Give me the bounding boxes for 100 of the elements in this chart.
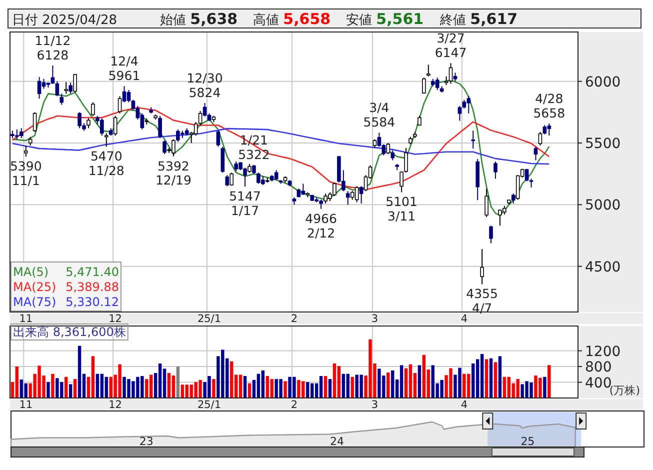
bar — [176, 366, 180, 398]
bar — [172, 376, 176, 398]
annotation: 11/12 6128 — [34, 33, 71, 62]
bar — [400, 365, 404, 398]
bar — [230, 361, 234, 398]
annotation: 5147 1/17 — [229, 188, 261, 218]
y-tick-label: 4500 — [585, 259, 621, 276]
candlestick — [274, 170, 278, 181]
candlestick — [73, 73, 77, 93]
candlestick — [24, 144, 28, 158]
candlestick — [198, 110, 202, 126]
bar — [484, 359, 488, 398]
candlestick — [426, 64, 430, 77]
x-tick-label: 11 — [19, 399, 33, 411]
bar — [337, 366, 341, 398]
annotation: 5,471.40 — [66, 265, 119, 279]
bar — [543, 376, 546, 398]
candlestick — [458, 106, 462, 122]
candlestick — [118, 96, 122, 114]
bar — [332, 363, 336, 398]
annotation: 5,330.12 — [66, 295, 119, 309]
bar — [238, 374, 242, 398]
candlestick — [542, 124, 547, 135]
bar — [284, 381, 287, 398]
x-tick-label: 25/1 — [197, 399, 222, 411]
bar — [548, 365, 551, 398]
bar — [306, 382, 310, 398]
bar — [51, 374, 54, 398]
bar — [391, 370, 394, 398]
candlestick — [194, 122, 198, 136]
annotation: 12/30 5824 — [186, 70, 223, 100]
candlestick — [422, 77, 426, 94]
annotation: 5470 11/28 — [88, 148, 124, 178]
bar — [167, 372, 171, 398]
candlestick — [346, 190, 350, 206]
bar — [328, 379, 332, 398]
candlestick — [230, 172, 234, 186]
candlestick — [489, 225, 493, 244]
bar — [472, 363, 475, 398]
candlestick — [60, 93, 64, 106]
y-tick-label: 5000 — [585, 198, 621, 214]
annotation: 12/4 5961 — [108, 54, 140, 84]
chart-title: 出来高 8,361,600株 — [13, 325, 126, 339]
bar — [516, 379, 520, 398]
candlestick — [32, 112, 37, 132]
x-tick-label: 2 — [290, 313, 298, 325]
bar — [386, 372, 390, 398]
bar — [498, 356, 502, 398]
candlestick — [538, 131, 542, 146]
candlestick — [91, 102, 95, 116]
annotation: 5390 11/1 — [10, 158, 42, 188]
bar — [462, 374, 466, 398]
bar — [46, 382, 50, 398]
bar — [158, 363, 162, 398]
x-tick-label: 3 — [371, 313, 378, 325]
candlestick — [547, 123, 552, 136]
bar — [69, 384, 72, 398]
bar — [15, 366, 19, 398]
bar — [20, 380, 24, 398]
candlestick — [158, 115, 162, 139]
bar — [346, 374, 350, 398]
bar — [270, 379, 274, 398]
candlestick — [466, 96, 471, 114]
candlestick — [64, 81, 68, 94]
x-tick-label: 11 — [19, 313, 33, 325]
y-tick-label: 1200 — [585, 344, 621, 360]
candlestick — [86, 118, 90, 129]
bar — [212, 379, 216, 398]
text: 終値 5,617 — [439, 10, 518, 28]
x-tick-label: 25/1 — [197, 313, 222, 325]
candlestick — [122, 86, 126, 103]
candlestick — [216, 130, 220, 148]
candlestick — [359, 186, 364, 204]
bar — [422, 354, 426, 398]
candlestick — [386, 142, 390, 155]
candlestick — [480, 248, 484, 285]
bar — [319, 376, 323, 398]
bar — [91, 356, 95, 398]
candlestick — [534, 146, 538, 161]
bar — [243, 376, 247, 398]
annotation: 4966 2/12 — [305, 210, 338, 240]
annotation: 3/4 5584 — [363, 100, 396, 130]
x-tick-label: 4 — [460, 399, 468, 411]
bar — [73, 379, 77, 398]
candlestick — [50, 65, 55, 84]
bar — [404, 368, 408, 398]
annotation: 5,389.88 — [66, 280, 119, 294]
x-tick-label: 25 — [520, 435, 535, 448]
candlestick — [448, 62, 453, 84]
y-tick-label: 800 — [585, 360, 612, 376]
annotation: 5101 3/11 — [386, 194, 418, 224]
candlestick — [68, 82, 72, 94]
candlestick — [301, 183, 306, 196]
bar — [256, 374, 260, 398]
candlestick — [390, 150, 395, 161]
x-tick-label: 2 — [290, 399, 298, 411]
candlestick — [104, 132, 108, 148]
annotation: 5392 12/19 — [155, 158, 192, 188]
candlestick — [494, 161, 498, 180]
candlestick — [471, 130, 476, 150]
